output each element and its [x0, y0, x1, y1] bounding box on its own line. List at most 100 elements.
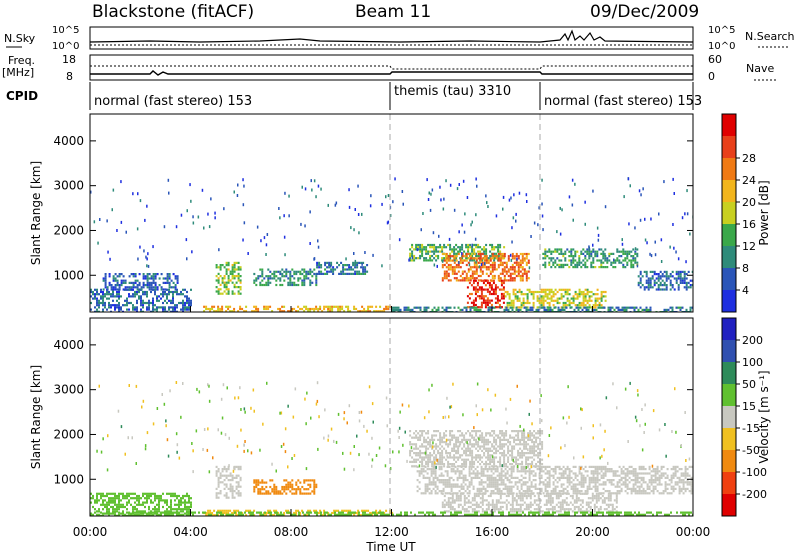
heatmap-cell: [453, 458, 456, 461]
heatmap-cell: [530, 290, 533, 294]
heatmap-cell: [484, 279, 487, 282]
heatmap-cell: [634, 483, 637, 486]
heatmap-cell: [538, 474, 541, 477]
heatmap-cell: [572, 218, 574, 222]
heatmap-cell: [229, 270, 232, 273]
heatmap-cell: [307, 310, 310, 312]
heatmap-cell: [297, 279, 300, 282]
heatmap-cell: [217, 479, 220, 482]
heatmap-cell: [515, 458, 518, 461]
heatmap-cell: [492, 292, 495, 296]
heatmap-cell: [209, 307, 212, 311]
heatmap-cell: [490, 474, 493, 477]
heatmap-cell: [405, 306, 408, 309]
heatmap-cell: [409, 443, 412, 446]
heatmap-cell: [550, 299, 553, 302]
heatmap-cell: [235, 511, 238, 515]
heatmap-cell: [616, 250, 619, 253]
heatmap-cell: [120, 492, 122, 495]
heatmap-cell: [275, 509, 278, 512]
heatmap-cell: [431, 447, 434, 450]
heatmap-cell: [311, 281, 314, 284]
heatmap-cell: [622, 483, 625, 486]
heatmap-cell: [501, 452, 504, 455]
heatmap-cell: [242, 238, 244, 242]
heatmap-cell: [528, 474, 531, 477]
heatmap-cell: [614, 266, 617, 269]
heatmap-cell: [541, 202, 543, 206]
heatmap-cell: [217, 277, 220, 280]
heatmap-cell: [411, 460, 414, 463]
heatmap-cell: [462, 485, 465, 488]
heatmap-cell: [445, 255, 448, 258]
heatmap-cell: [309, 281, 312, 284]
heatmap-cell: [425, 454, 428, 457]
heatmap-cell: [548, 297, 551, 300]
heatmap-cell: [430, 470, 433, 473]
heatmap-cell: [146, 497, 148, 500]
heatmap-cell: [150, 512, 152, 515]
heatmap-cell: [564, 472, 567, 475]
heatmap-cell: [413, 460, 416, 463]
heatmap-cell: [219, 275, 222, 278]
heatmap-cell: [516, 481, 519, 484]
heatmap-cell: [484, 481, 487, 484]
heatmap-cell: [525, 252, 528, 256]
heatmap-cell: [279, 279, 282, 282]
heatmap-cell: [327, 310, 330, 312]
heatmap-cell: [483, 454, 486, 457]
heatmap-cell: [309, 485, 312, 489]
heatmap-cell: [457, 458, 460, 461]
heatmap-cell: [473, 263, 476, 267]
heatmap-cell: [320, 187, 322, 191]
heatmap-cell: [128, 514, 130, 516]
heatmap-cell: [325, 305, 328, 308]
heatmap-cell: [566, 490, 569, 493]
heatmap-cell: [636, 261, 639, 264]
heatmap-cell: [562, 490, 565, 493]
heatmap-cell: [178, 503, 180, 506]
heatmap-cell: [546, 295, 549, 298]
heatmap-cell: [186, 299, 188, 302]
heatmap-cell: [139, 245, 141, 249]
heatmap-cell: [618, 490, 621, 493]
heatmap-cell: [122, 304, 124, 307]
heatmap-cell: [192, 221, 195, 225]
heatmap-cell: [156, 286, 159, 289]
heatmap-cell: [487, 259, 490, 262]
heatmap-cell: [487, 268, 490, 271]
heatmap-cell: [667, 275, 670, 278]
heatmap-cell: [454, 492, 457, 495]
heatmap-cell: [518, 297, 521, 300]
heatmap-cell: [499, 272, 502, 275]
heatmap-cell: [486, 476, 489, 479]
heatmap-cell: [544, 485, 547, 488]
heatmap-cell: [333, 509, 336, 512]
heatmap-cell: [219, 283, 222, 286]
heatmap-cell: [532, 485, 535, 488]
heatmap-cell: [554, 479, 557, 482]
heatmap-cell: [146, 286, 149, 289]
heatmap-cell: [419, 434, 422, 437]
heatmap-cell: [132, 295, 134, 298]
heatmap-cell: [475, 456, 478, 459]
heatmap-cell: [283, 514, 286, 516]
heatmap-cell: [267, 509, 270, 512]
heatmap-cell: [498, 487, 501, 490]
heatmap-cell: [468, 468, 471, 471]
heatmap-cell: [219, 264, 222, 267]
heatmap-cell: [324, 261, 327, 264]
heatmap-cell: [391, 511, 394, 515]
heatmap-cell: [487, 452, 490, 455]
heatmap-cell: [447, 266, 450, 269]
heatmap-cell: [287, 281, 290, 284]
heatmap-cell: [102, 514, 104, 516]
heatmap-cell: [506, 490, 509, 493]
heatmap-cell: [419, 445, 422, 448]
heatmap-cell: [385, 509, 388, 512]
heatmap-cell: [502, 487, 505, 490]
heatmap-cell: [549, 308, 552, 311]
heatmap-cell: [621, 238, 623, 242]
heatmap-cell: [582, 297, 585, 300]
heatmap-cell: [540, 476, 543, 479]
